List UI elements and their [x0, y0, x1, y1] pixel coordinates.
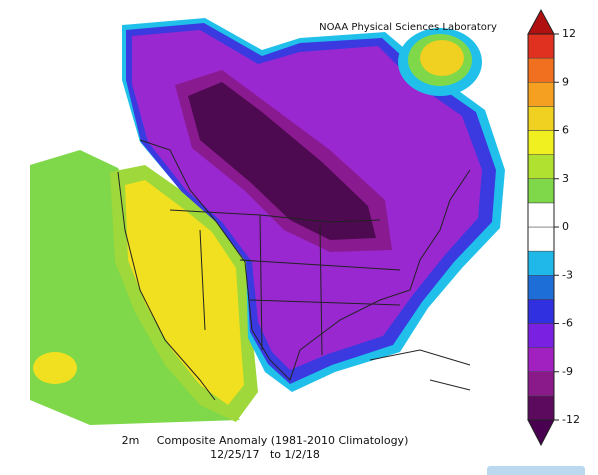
- colorbar-segment: [527, 82, 555, 107]
- colorbar-segment: [527, 323, 555, 348]
- caption-line-2: 12/25/17 to 1/2/18: [210, 448, 320, 461]
- colorbar-segment: [527, 371, 555, 397]
- colorbar-tick-label: 9: [562, 75, 569, 88]
- colorbar-segment: [527, 275, 555, 300]
- button: [487, 466, 585, 475]
- anomaly-region: [188, 82, 376, 240]
- colorbar-segment: [527, 33, 555, 59]
- colorbar-segment: [527, 202, 555, 228]
- colorbar-segment: [527, 154, 555, 179]
- colorbar-segment: [527, 250, 555, 276]
- anomaly-region: [30, 150, 240, 425]
- colorbar-segment: [527, 57, 555, 83]
- coastline: [369, 349, 471, 391]
- anomaly-region: [125, 180, 244, 405]
- credit: NOAA Physical Sciences Laboratory: [319, 22, 497, 33]
- colorbar-segment: [527, 347, 555, 372]
- colorbar-segment: [527, 299, 555, 324]
- anomaly-region: [420, 40, 464, 76]
- colorbar-segment: [527, 178, 555, 204]
- colorbar-over: [527, 8, 555, 35]
- colorbar-under: [527, 419, 555, 447]
- coastline: [139, 139, 471, 381]
- caption-line-1: 2m Composite Anomaly (1981-2010 Climatol…: [122, 434, 409, 447]
- colorbar-segment: [527, 226, 555, 252]
- border: [169, 209, 401, 356]
- colorbar-tick-label: 6: [562, 124, 569, 137]
- colorbar-tick-label: -9: [562, 365, 573, 378]
- colorbar-tick-label: 3: [562, 172, 569, 185]
- colorbar-tick-label: -3: [562, 268, 573, 281]
- colorbar-tick-label: 0: [562, 220, 569, 233]
- colorbar-segment: [527, 130, 555, 155]
- colorbar-segment: [527, 106, 555, 131]
- colorbar-tick-label: -6: [562, 317, 573, 330]
- coastline: [117, 171, 216, 401]
- colorbar-tick-label: -12: [562, 413, 580, 426]
- colorbar-segment: [527, 395, 555, 421]
- anomaly-region: [33, 352, 77, 384]
- colorbar: 12 9 6 3 0 -3 -6 -9 -12: [527, 8, 580, 447]
- map: [30, 18, 505, 425]
- colorbar-tick-label: 12: [562, 27, 576, 40]
